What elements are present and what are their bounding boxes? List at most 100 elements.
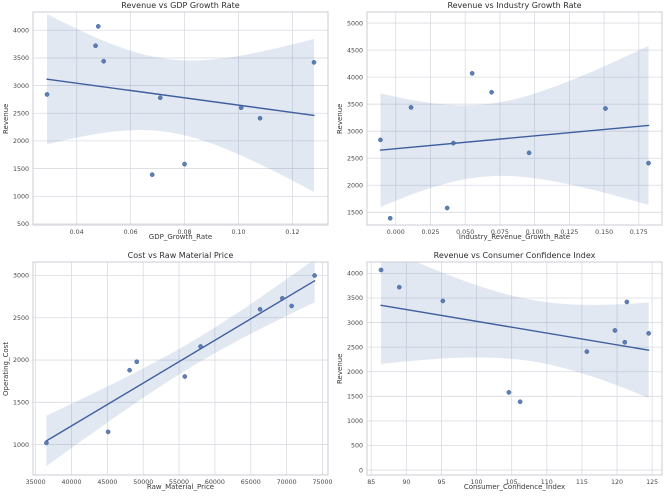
data-point: [257, 306, 263, 312]
data-point: [279, 296, 285, 301]
data-point: [489, 89, 494, 95]
x-axis-label: Raw_Material_Price: [146, 483, 215, 491]
subplot-revenue-vs-industry-growth-rate: 0.000 0.025 0.050 0.075 0.100 0.125 0.150 0.175…: [334, 0, 669, 250]
y-tick-label: 2500: [13, 110, 29, 117]
x-tick-label: 0.08: [178, 229, 192, 236]
confidence-band: [46, 262, 315, 467]
data-point: [378, 267, 384, 273]
data-point: [603, 106, 608, 111]
data-point: [312, 273, 317, 278]
y-axis-label: Revenue: [2, 103, 10, 134]
subplot-revenue-vs-gdp-growth-rate: 0.04 0.06 0.08 0.10 0.12 500 1000 1500 2000 2500 3…: [0, 0, 335, 250]
confidence-band: [381, 262, 649, 398]
data-point: [44, 440, 49, 446]
y-tick-label: 3000: [13, 273, 29, 280]
x-tick-label: 0.10: [231, 229, 245, 236]
x-tick-label: 55000: [169, 479, 189, 486]
y-tick-label: 2000: [347, 182, 363, 189]
x-tick-label: 0.12: [285, 229, 299, 236]
confidence-band: [47, 14, 314, 192]
y-tick-label: 1000: [13, 193, 29, 200]
scatter-plot-canvas-industry: 0.000 0.025 0.050 0.075 0.100 0.125 0.150 0.175…: [347, 11, 663, 236]
x-axis-label: Consumer_Confidence_Index: [463, 483, 566, 491]
subplot-cost-vs-raw-material-price: 35000 40000 45000 50000 55000 60000 65000 70000…: [0, 250, 335, 500]
plot-title: Revenue vs GDP Growth Rate: [121, 1, 240, 10]
x-tick-label: 0.150: [595, 229, 613, 236]
y-tick-label: 1500: [347, 209, 363, 216]
data-point: [584, 349, 590, 354]
regression-line: [45, 280, 316, 442]
y-tick-label: 4500: [347, 47, 363, 54]
y-tick-label: 3000: [347, 128, 363, 135]
data-point: [95, 24, 101, 29]
data-point: [182, 374, 188, 379]
x-tick-label: 0.025: [421, 229, 439, 236]
y-axis-label: Revenue: [336, 353, 344, 384]
x-tick-label: 0.175: [630, 229, 648, 236]
x-tick-label: 120: [611, 479, 623, 486]
plot-border: [32, 11, 329, 226]
data-point: [378, 137, 383, 143]
x-tick-label: 60000: [205, 479, 225, 486]
data-point: [93, 43, 98, 49]
y-tick-label: 2000: [13, 138, 29, 145]
y-tick-label: 2000: [13, 357, 29, 364]
y-tick-label: 0: [359, 467, 363, 474]
data-point: [105, 429, 111, 435]
y-axis-label: Revenue: [336, 103, 344, 134]
data-point: [440, 298, 446, 304]
x-tick-label: 35000: [26, 479, 46, 486]
scatter-plot-canvas-gdp: 0.04 0.06 0.08 0.10 0.12 500 1000 1500 2000 2500 3…: [13, 11, 329, 236]
y-tick-label: 3500: [347, 295, 363, 302]
y-tick-label: 4000: [347, 271, 363, 278]
x-tick-label: 70000: [277, 479, 297, 486]
regression-line: [380, 304, 650, 351]
plot-border: [366, 11, 663, 226]
y-tick-label: 3500: [13, 55, 29, 62]
y-tick-label: 1000: [13, 442, 29, 449]
data-point: [444, 205, 450, 211]
data-point: [149, 172, 155, 177]
y-tick-label: 2000: [347, 369, 363, 376]
data-point: [526, 150, 532, 156]
x-tick-label: 85: [367, 479, 375, 486]
x-tick-label: 95: [437, 479, 445, 486]
data-point: [182, 161, 187, 167]
data-point: [157, 95, 163, 101]
y-tick-label: 500: [17, 221, 29, 228]
data-point: [408, 105, 414, 110]
x-axis-label: Industry_Revenue_Growth_Rate: [458, 233, 571, 241]
y-tick-label: 4000: [347, 74, 363, 81]
x-tick-label: 0.100: [526, 229, 544, 236]
plot-title: Cost vs Raw Material Price: [127, 251, 234, 260]
data-point: [396, 284, 402, 290]
scatter-plot-canvas-raw-material: 35000 40000 45000 50000 55000 60000 65000 70000…: [13, 261, 333, 486]
y-tick-label: 1000: [347, 418, 363, 425]
y-tick-label: 2500: [347, 344, 363, 351]
x-tick-label: 0.06: [124, 229, 138, 236]
y-tick-label: 3500: [347, 101, 363, 108]
plot-title: Revenue vs Consumer Confidence Index: [433, 251, 596, 260]
data-point: [44, 92, 50, 97]
y-tick-label: 500: [351, 443, 363, 450]
data-point: [257, 115, 263, 121]
y-tick-label: 1500: [13, 400, 29, 407]
x-tick-label: 40000: [61, 479, 81, 486]
x-tick-label: 45000: [97, 479, 117, 486]
subplot-revenue-vs-consumer-confidence: 85 90 95 100 105 110 115 120 125 0 500 1000 1500 2000…: [334, 250, 669, 500]
data-point: [198, 344, 203, 349]
y-tick-label: 2500: [13, 315, 29, 322]
x-tick-label: 0.050: [456, 229, 474, 236]
plot-title: Revenue vs Industry Growth Rate: [447, 1, 582, 10]
x-tick-label: 110: [541, 479, 553, 486]
data-point: [646, 331, 651, 336]
y-axis-label: Operating_Cost: [2, 341, 10, 396]
y-tick-label: 2500: [347, 155, 363, 162]
regression-line: [379, 124, 650, 151]
data-point: [451, 140, 456, 146]
regression-line: [46, 78, 315, 117]
x-axis-label: GDP_Growth_Rate: [148, 233, 213, 241]
plot-border: [366, 261, 663, 476]
x-tick-label: 50000: [133, 479, 153, 486]
x-tick-label: 0.075: [491, 229, 509, 236]
